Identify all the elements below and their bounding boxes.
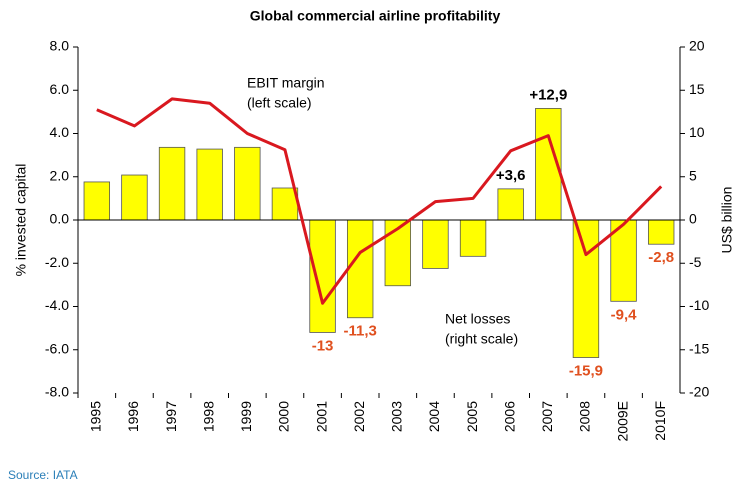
y2-tick-label: 0	[689, 211, 697, 227]
x-tick-label: 2006	[501, 401, 517, 432]
y-tick-label: 2.0	[50, 167, 70, 183]
y-tick-label: -6.0	[45, 340, 69, 356]
x-tick-label: 1997	[163, 401, 179, 432]
y2-tick-label: -15	[689, 340, 709, 356]
annotation: (right scale)	[445, 331, 518, 347]
annotation: EBIT margin	[247, 75, 325, 91]
x-tick-label: 2003	[389, 401, 405, 432]
bar	[346, 219, 374, 319]
y2-tick-label: 5	[689, 167, 697, 183]
y-tick-label: 8.0	[50, 38, 70, 54]
x-tick-label: 2005	[464, 401, 480, 432]
bar	[271, 187, 299, 221]
x-tick-label: 1996	[125, 401, 141, 432]
bar	[158, 146, 186, 221]
x-tick-label: 1999	[238, 401, 254, 432]
value-label: -9,4	[611, 306, 638, 323]
x-tick-label: 2010F	[652, 401, 668, 441]
y-tick-label: -8.0	[45, 384, 69, 400]
y-tick-label: 6.0	[50, 81, 70, 97]
bar	[384, 219, 412, 287]
y2-axis-label: US$ billion	[719, 187, 735, 254]
bar	[422, 219, 449, 269]
bar	[610, 219, 637, 302]
annotation: (left scale)	[247, 95, 312, 111]
x-tick-label: 1995	[88, 401, 104, 432]
x-tick-label: 2000	[276, 401, 292, 432]
x-tick-label: 2002	[351, 401, 367, 432]
value-label: -11,3	[344, 323, 377, 340]
x-tick-label: 2001	[313, 401, 329, 432]
bar	[234, 146, 261, 221]
value-label: -2,8	[648, 249, 674, 266]
bar	[83, 181, 111, 221]
bar	[196, 148, 223, 221]
x-tick-label: 2007	[539, 401, 555, 432]
bar	[121, 174, 148, 221]
annotation: Net losses	[445, 311, 510, 327]
bar	[309, 219, 336, 333]
source: Source: IATA	[8, 468, 78, 482]
value-label: -15,9	[569, 363, 603, 380]
y2-tick-label: 15	[689, 81, 705, 97]
value-label: -13	[312, 337, 334, 354]
x-tick-label: 2008	[577, 401, 593, 432]
bar	[497, 188, 524, 221]
x-tick-label: 2004	[426, 401, 442, 432]
y-tick-label: -2.0	[45, 254, 69, 270]
y2-tick-label: 20	[689, 38, 705, 54]
x-tick-label: 2009E	[614, 401, 630, 441]
y2-tick-label: -10	[689, 297, 709, 313]
value-label: +12,9	[529, 86, 567, 103]
y2-tick-label: -20	[689, 384, 709, 400]
y-tick-label: 0.0	[50, 211, 70, 227]
line	[96, 97, 663, 305]
x-tick-label: 1998	[200, 401, 216, 432]
y2-tick-label: -5	[689, 254, 702, 270]
y-tick-label: -4.0	[45, 297, 69, 313]
bar	[459, 219, 487, 257]
y-axis-label: % invested capital	[13, 164, 29, 277]
y2-tick-label: 10	[689, 124, 705, 140]
y-tick-label: 4.0	[50, 124, 70, 140]
bar	[647, 219, 675, 245]
chart-title: Global commercial airline profitability	[250, 8, 501, 24]
bar	[572, 219, 600, 358]
value-label: +3,6	[496, 167, 526, 184]
